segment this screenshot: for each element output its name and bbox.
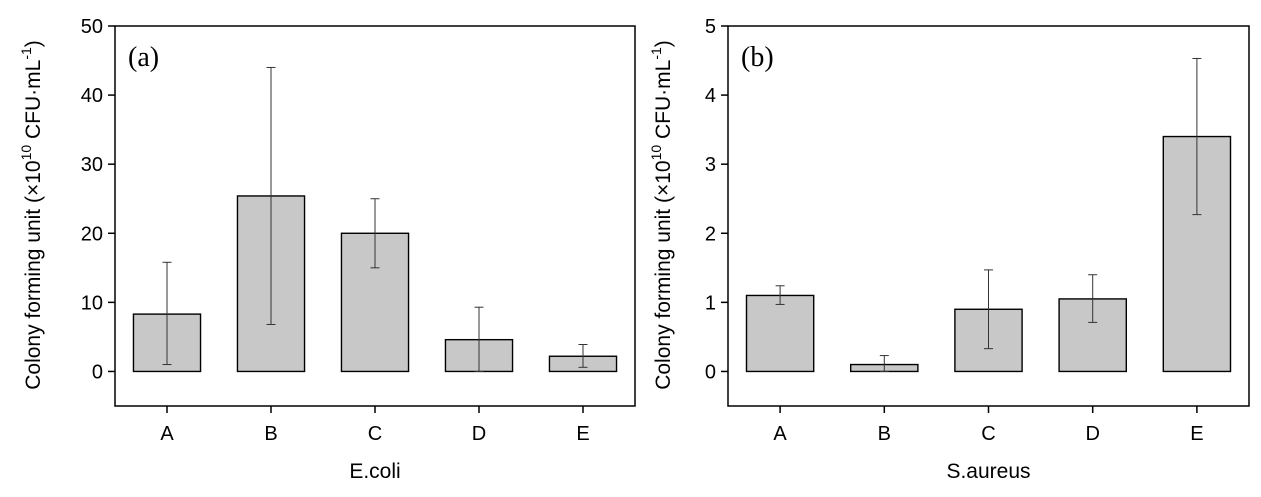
y-tick-label: 10 xyxy=(81,292,103,314)
x-tick-label: E xyxy=(1190,423,1203,445)
y-tick-label: 3 xyxy=(705,154,716,176)
y-axis-title-unit: CFU·mL xyxy=(22,60,45,145)
y-tick-label: 5 xyxy=(705,16,716,38)
x-tick-label: A xyxy=(773,423,787,445)
x-tick-label: A xyxy=(160,423,174,445)
x-axis-title: S.aureus xyxy=(946,460,1030,483)
x-tick-label: E xyxy=(576,423,589,445)
y-tick-label: 20 xyxy=(81,223,103,245)
panel-label: (b) xyxy=(741,42,774,73)
y-tick-label: 0 xyxy=(705,361,716,383)
x-tick-label: D xyxy=(472,423,486,445)
bar-A xyxy=(745,294,815,373)
y-axis-title: Colony forming unit (×1010 CFU·mL-1) xyxy=(18,40,45,390)
x-tick-label: D xyxy=(1085,423,1099,445)
y-tick-label: 50 xyxy=(81,16,103,38)
y-axis-title-suffix: ) xyxy=(22,40,45,47)
y-tick-label: 0 xyxy=(92,361,103,383)
y-axis-title-unit: CFU·mL xyxy=(652,60,675,145)
y-tick-label: 30 xyxy=(81,154,103,176)
y-axis-title: Colony forming unit (×1010 CFU·mL-1) xyxy=(648,40,675,390)
y-axis-title-exp2: -1 xyxy=(18,47,34,60)
x-axis-title: E.coli xyxy=(349,460,400,483)
y-axis-title-exp1: 10 xyxy=(648,145,664,161)
panel-label: (a) xyxy=(128,42,159,73)
y-tick-label: 4 xyxy=(705,85,716,107)
x-tick-label: C xyxy=(981,423,995,445)
chart-panel-b: 0 1 2 3 4 5 A B C D E S.aureus Colony forming unit (… xyxy=(648,16,1250,483)
y-axis-title-exp1: 10 xyxy=(18,145,34,161)
y-axis-title-suffix: ) xyxy=(652,40,675,47)
x-tick-label: B xyxy=(878,423,891,445)
y-axis-title-prefix: Colony forming unit (×10 xyxy=(652,160,675,389)
x-tick-label: C xyxy=(368,423,382,445)
y-axis-title-exp2: -1 xyxy=(648,47,664,60)
y-tick-label: 2 xyxy=(705,223,716,245)
y-tick-label: 40 xyxy=(81,85,103,107)
y-tick-label: 1 xyxy=(705,292,716,314)
y-axis-title-prefix: Colony forming unit (×10 xyxy=(22,160,45,389)
chart-panel-a: 0 10 20 30 40 50 A B C D E E.coli Colony forming uni… xyxy=(18,16,636,483)
x-tick-label: B xyxy=(264,423,277,445)
